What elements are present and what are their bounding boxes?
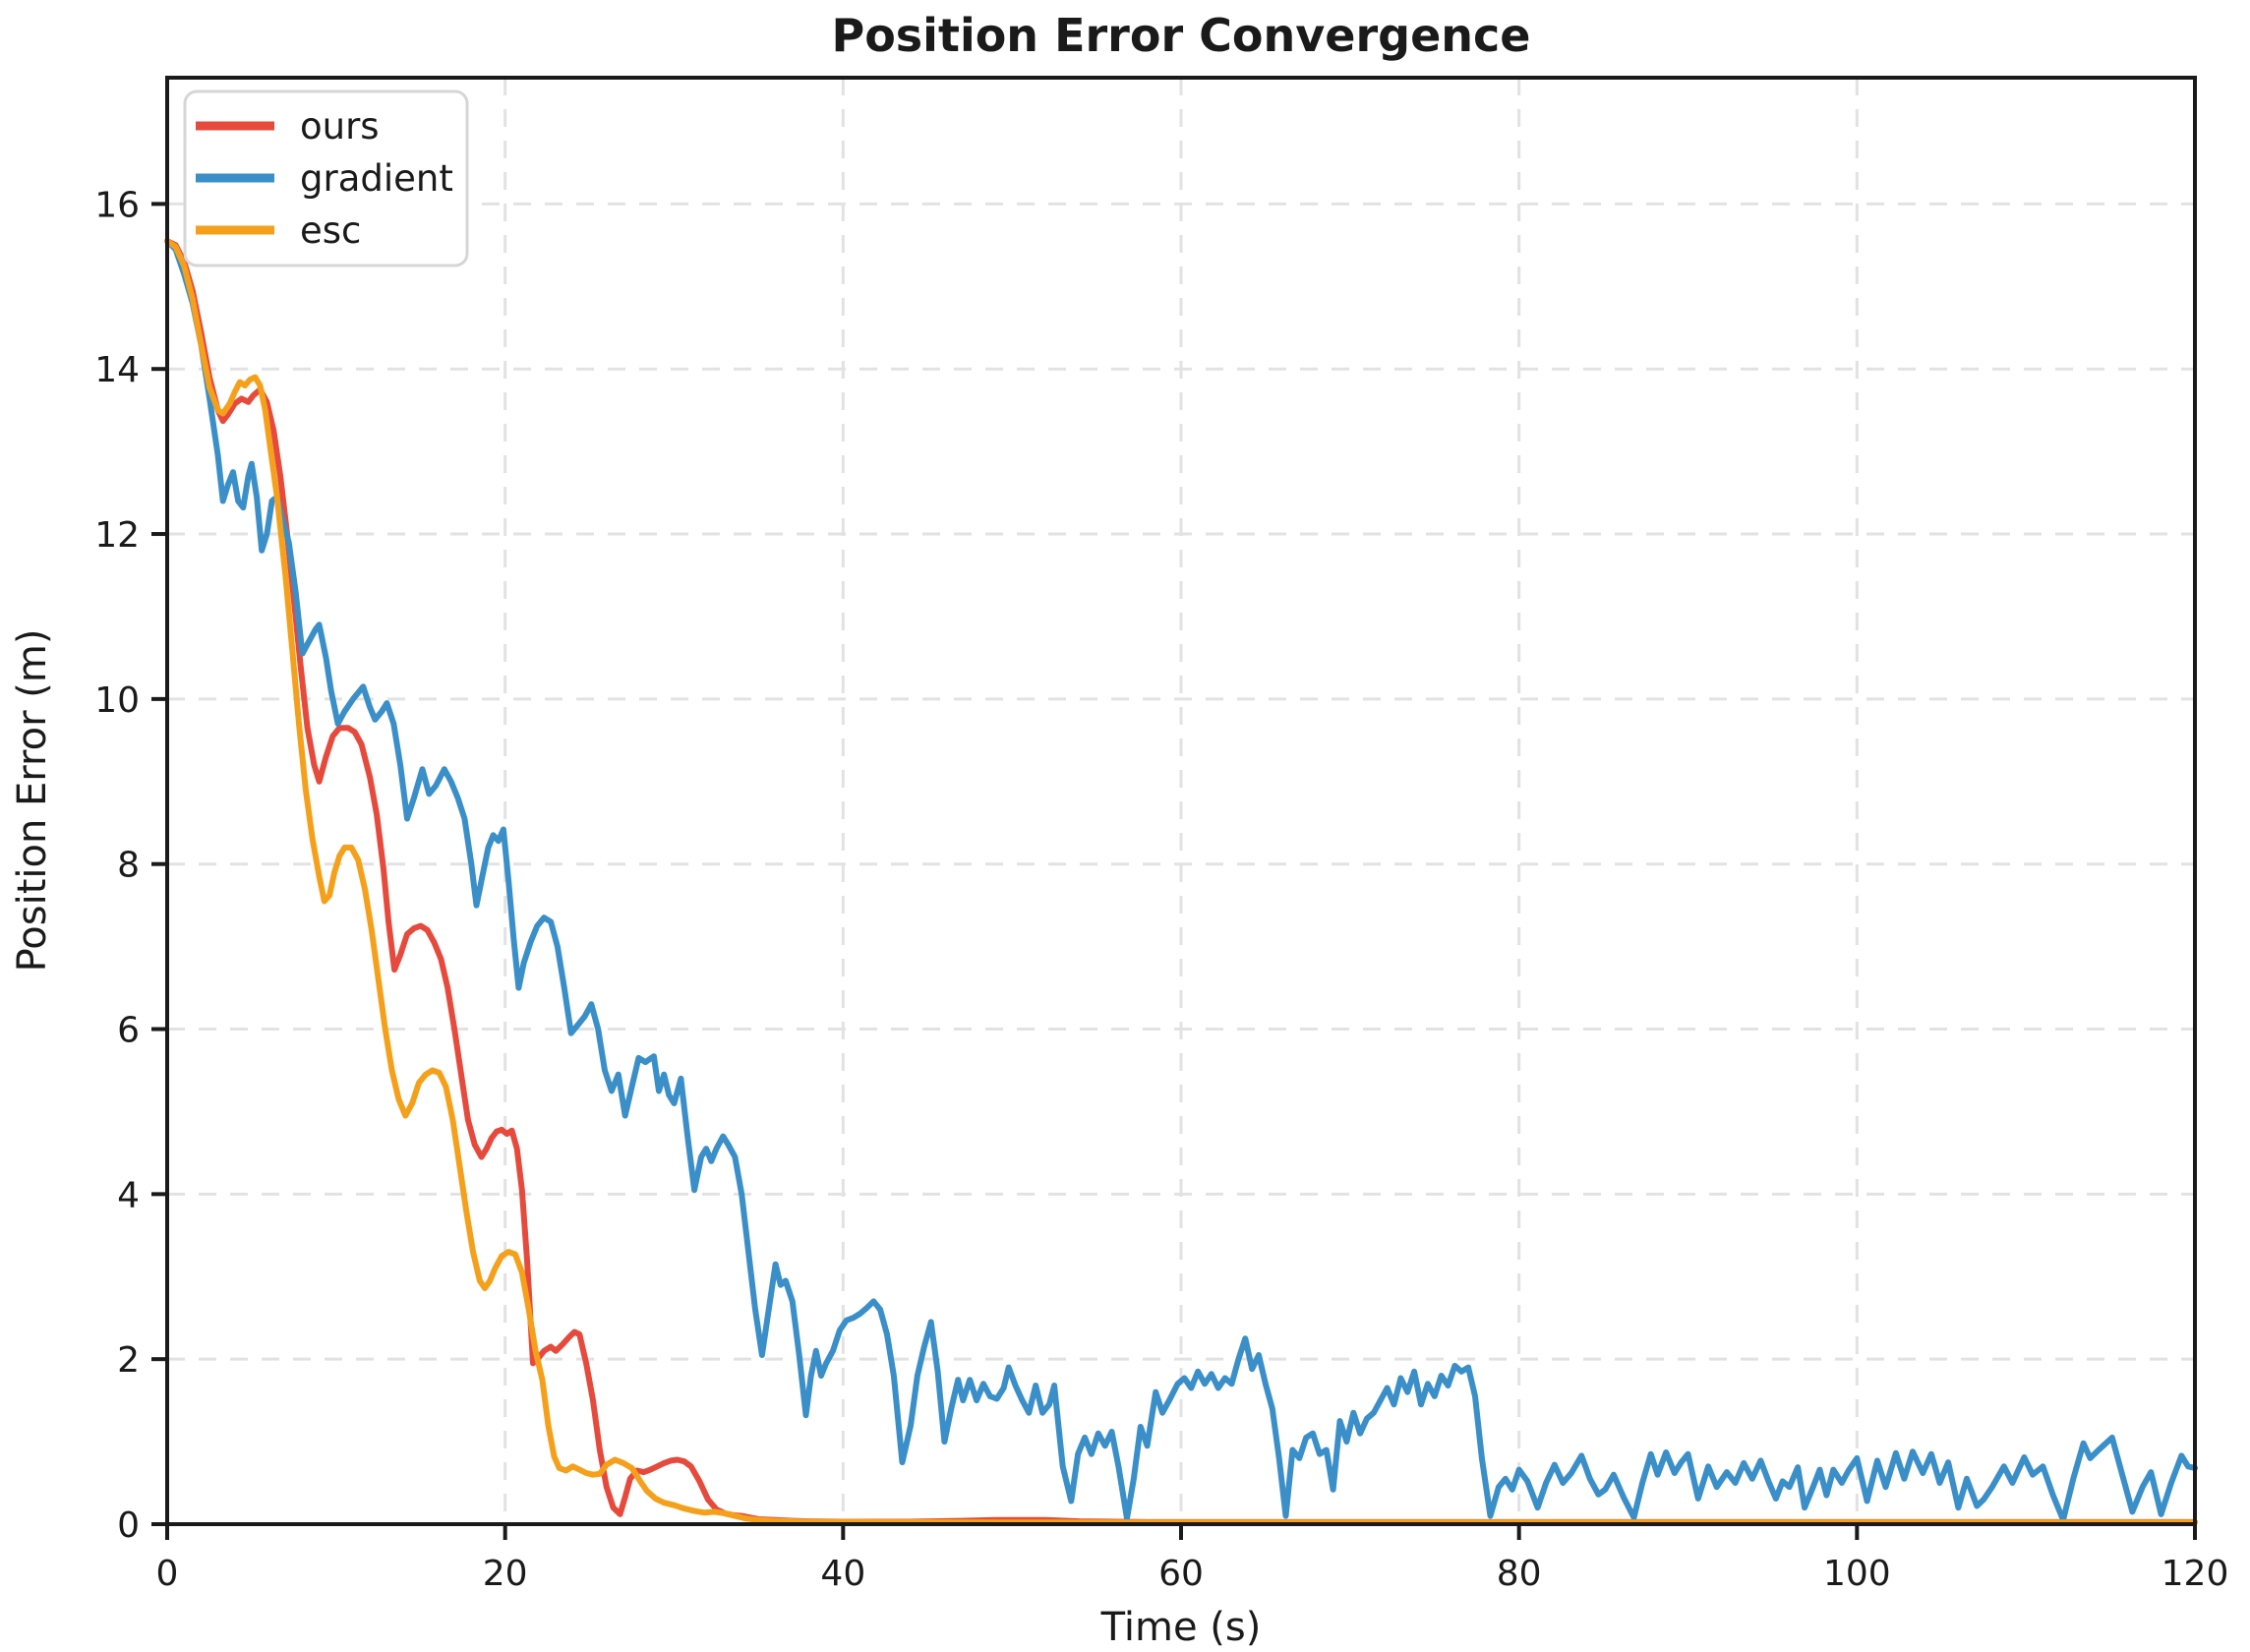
legend-label-esc: esc	[300, 209, 361, 252]
x-tick-label: 60	[1158, 1554, 1204, 1594]
y-axis-label: Position Error (m)	[10, 629, 55, 973]
y-tick-label: 2	[117, 1340, 140, 1381]
y-tick-label: 0	[117, 1505, 140, 1546]
chart-title: Position Error Convergence	[831, 9, 1530, 62]
series-line-gradient	[164, 238, 2198, 1523]
legend-label-ours: ours	[300, 105, 380, 148]
legend-box	[183, 89, 469, 267]
x-tick-label: 40	[820, 1554, 865, 1594]
x-tick-label: 80	[1497, 1554, 1542, 1594]
legend: ours gradient esc	[183, 89, 469, 267]
y-tick-label: 16	[94, 185, 140, 225]
legend-label-gradient: gradient	[300, 157, 453, 200]
x-tick-label: 20	[483, 1554, 528, 1594]
plot-frame	[165, 76, 2197, 1526]
x-tick-label: 0	[156, 1554, 179, 1594]
y-tick-label: 14	[94, 350, 140, 390]
x-axis-label: Time (s)	[1100, 1605, 1262, 1650]
tick-layer: 0 20 40 60 80 100 120 0 2 4 6 8 10 12 14 16	[94, 185, 2228, 1594]
series-layer	[164, 238, 2198, 1526]
x-tick-label: 120	[2161, 1554, 2229, 1594]
x-tick-label: 100	[1823, 1554, 1891, 1594]
y-tick-label: 6	[117, 1011, 140, 1051]
grid-layer	[167, 78, 2195, 1524]
y-tick-label: 4	[117, 1175, 140, 1215]
series-line-esc	[164, 238, 2198, 1526]
y-tick-label: 12	[94, 515, 140, 556]
y-tick-label: 8	[117, 846, 140, 886]
y-tick-label: 10	[94, 680, 140, 721]
